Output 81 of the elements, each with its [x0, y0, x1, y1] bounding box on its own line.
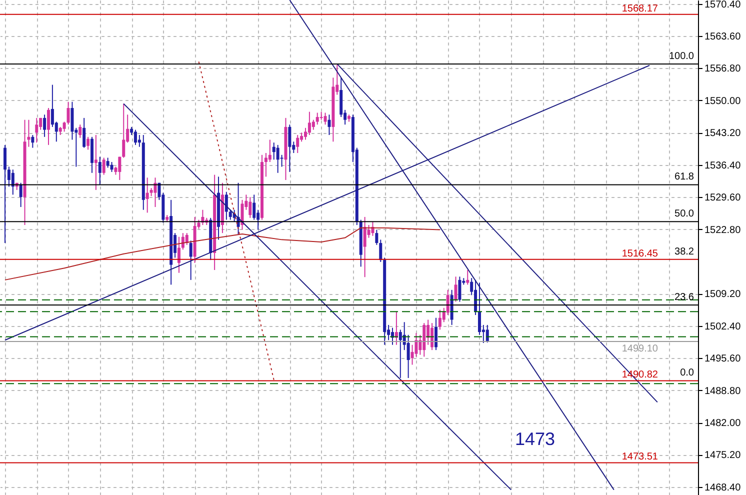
ref-line-label: 1499.10 [622, 344, 658, 355]
candlestick [264, 152, 268, 178]
candlestick [94, 134, 98, 190]
candlestick [276, 144, 280, 174]
candlestick [98, 156, 102, 186]
candlestick [86, 136, 90, 150]
candlestick [446, 289, 450, 316]
candlestick [438, 309, 442, 330]
y-tick-label: 1556.80 [704, 64, 742, 75]
y-tick-label: 1509.20 [704, 289, 742, 300]
candlestick [35, 117, 38, 144]
y-tick-label: 1563.60 [704, 32, 742, 42]
candlestick [62, 121, 66, 132]
candlestick [154, 177, 157, 208]
candlestick [102, 157, 106, 176]
candlestick [316, 112, 319, 126]
candlestick [406, 334, 410, 378]
annotation: 1473 [515, 429, 556, 449]
y-tick-label: 1468.40 [704, 482, 742, 494]
candlestick [434, 317, 438, 351]
candlestick [328, 114, 331, 136]
candlestick [466, 270, 470, 286]
candlestick [50, 84, 54, 128]
candlestick [66, 101, 70, 126]
annotation: 38.2 [674, 246, 694, 258]
annotation: 0.0 [680, 368, 694, 379]
candlestick [4, 144, 6, 244]
candlestick [324, 112, 327, 126]
y-tick-label: 1536.40 [704, 160, 742, 172]
annotation: 100.0 [668, 50, 694, 62]
candlestick [19, 182, 22, 208]
candlestick [224, 191, 228, 220]
ref-line-label: 1516.45 [622, 248, 658, 260]
candlestick [110, 162, 114, 172]
candlestick [11, 169, 14, 196]
candlestick [138, 134, 141, 148]
candlestick [296, 134, 300, 154]
y-tick-label: 1502.40 [704, 321, 742, 332]
candlestick [248, 196, 252, 218]
candlestick [118, 156, 122, 180]
ref-line-label: 1568.17 [622, 3, 658, 14]
candlestick [46, 108, 50, 146]
y-tick-label: 1550.00 [704, 96, 742, 107]
candlestick [454, 276, 458, 302]
candlestick [106, 157, 110, 168]
candlestick [308, 111, 311, 136]
y-tick-label: 1543.20 [704, 128, 742, 140]
candlestick [312, 119, 315, 130]
candlestick [7, 166, 10, 188]
candlestick [43, 114, 46, 138]
candlestick [122, 103, 126, 158]
y-tick-label: 1482.00 [704, 418, 742, 430]
y-tick-label: 1488.80 [704, 386, 742, 397]
candlestick [252, 194, 256, 220]
candlestick [478, 282, 481, 336]
y-tick-label: 1475.20 [704, 450, 742, 462]
candlestick [146, 177, 149, 214]
candlestick [363, 216, 366, 278]
annotation: 61.8 [674, 172, 694, 183]
annotation: 50.0 [674, 208, 694, 220]
y-tick-label: 1529.60 [704, 192, 742, 204]
y-tick-label: 1570.40 [704, 0, 742, 10]
candlestick [70, 101, 74, 140]
candlestick [240, 199, 244, 230]
candlestick [189, 240, 192, 280]
candlestick [288, 124, 292, 172]
candlestick [268, 139, 272, 162]
ref-line-label: 1473.51 [622, 452, 658, 463]
candlestick [177, 236, 180, 274]
y-tick-label: 1495.60 [704, 354, 742, 365]
candlestick [31, 134, 34, 148]
candlestick [228, 209, 232, 220]
candlestick [78, 124, 82, 138]
y-tick-label: 1522.80 [704, 224, 742, 236]
candlestick [375, 229, 378, 246]
candlestick [82, 117, 86, 148]
candlestick [272, 142, 276, 160]
candlestick [398, 329, 402, 378]
candlestick [458, 276, 462, 302]
candlestick [134, 129, 137, 146]
candlestick [379, 239, 382, 262]
